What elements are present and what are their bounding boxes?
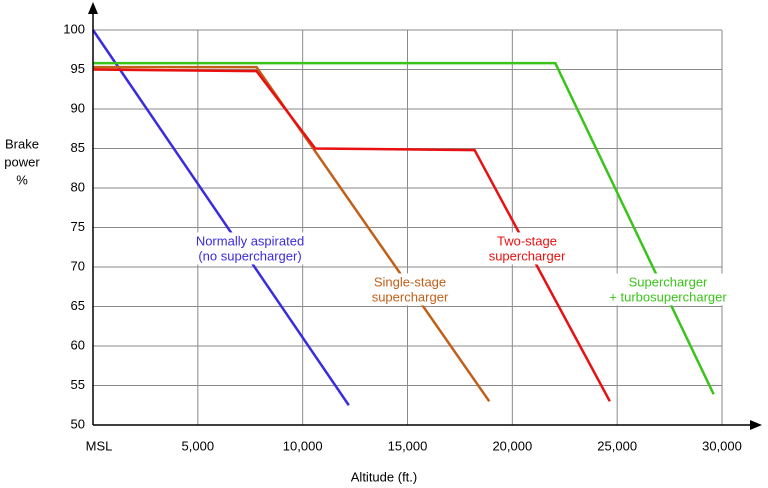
series-label: Two-stage: [497, 233, 557, 248]
y-tick-label: 60: [71, 337, 85, 352]
y-tick-label: 90: [71, 100, 85, 115]
labels: 50 55 60 65 70 75 80 85 90 95 100 MSL 5,000 10,000 15,…: [4, 21, 742, 453]
x-tick-label: 30,000: [702, 438, 742, 453]
y-axis-label: power: [4, 154, 40, 169]
series-label: Normally aspirated: [196, 233, 304, 248]
x-axis-arrow: [750, 420, 762, 430]
x-tick-label: 5,000: [182, 438, 215, 453]
y-tick-label: 75: [71, 219, 85, 234]
series-line: [93, 61, 715, 395]
y-tick-label: 95: [71, 61, 85, 76]
y-tick-label: 100: [63, 21, 85, 36]
series-label: Single-stage: [374, 274, 446, 289]
label-background: [607, 273, 730, 306]
x-tick-label: 25,000: [597, 438, 637, 453]
series-label: + turbosupercharger: [609, 289, 727, 304]
label-background: [486, 232, 568, 265]
y-tick-label: 70: [71, 258, 85, 273]
y-tick-label: 50: [71, 416, 85, 431]
label-background: [193, 232, 307, 265]
y-tick-label: 55: [71, 377, 85, 392]
y-axis-arrow: [88, 2, 98, 14]
lines: [91, 29, 715, 406]
x-tick-label: 20,000: [492, 438, 532, 453]
y-axis-label: Brake: [5, 136, 39, 151]
x-tick-label: MSL: [86, 438, 113, 453]
series-label: supercharger: [489, 248, 566, 263]
x-tick-label: 10,000: [283, 438, 323, 453]
series-label: (no supercharger): [198, 248, 301, 263]
series-line: [91, 29, 350, 406]
series-label: Supercharger: [629, 274, 708, 289]
series-label: supercharger: [372, 289, 449, 304]
y-tick-label: 65: [71, 298, 85, 313]
x-tick-label: 15,000: [388, 438, 428, 453]
y-tick-label: 85: [71, 140, 85, 155]
grid: [92, 29, 723, 426]
y-tick-label: 80: [71, 179, 85, 194]
label-background: [369, 273, 451, 306]
x-axis-label: Altitude (ft.): [351, 469, 417, 484]
y-axis-label: %: [16, 172, 28, 187]
